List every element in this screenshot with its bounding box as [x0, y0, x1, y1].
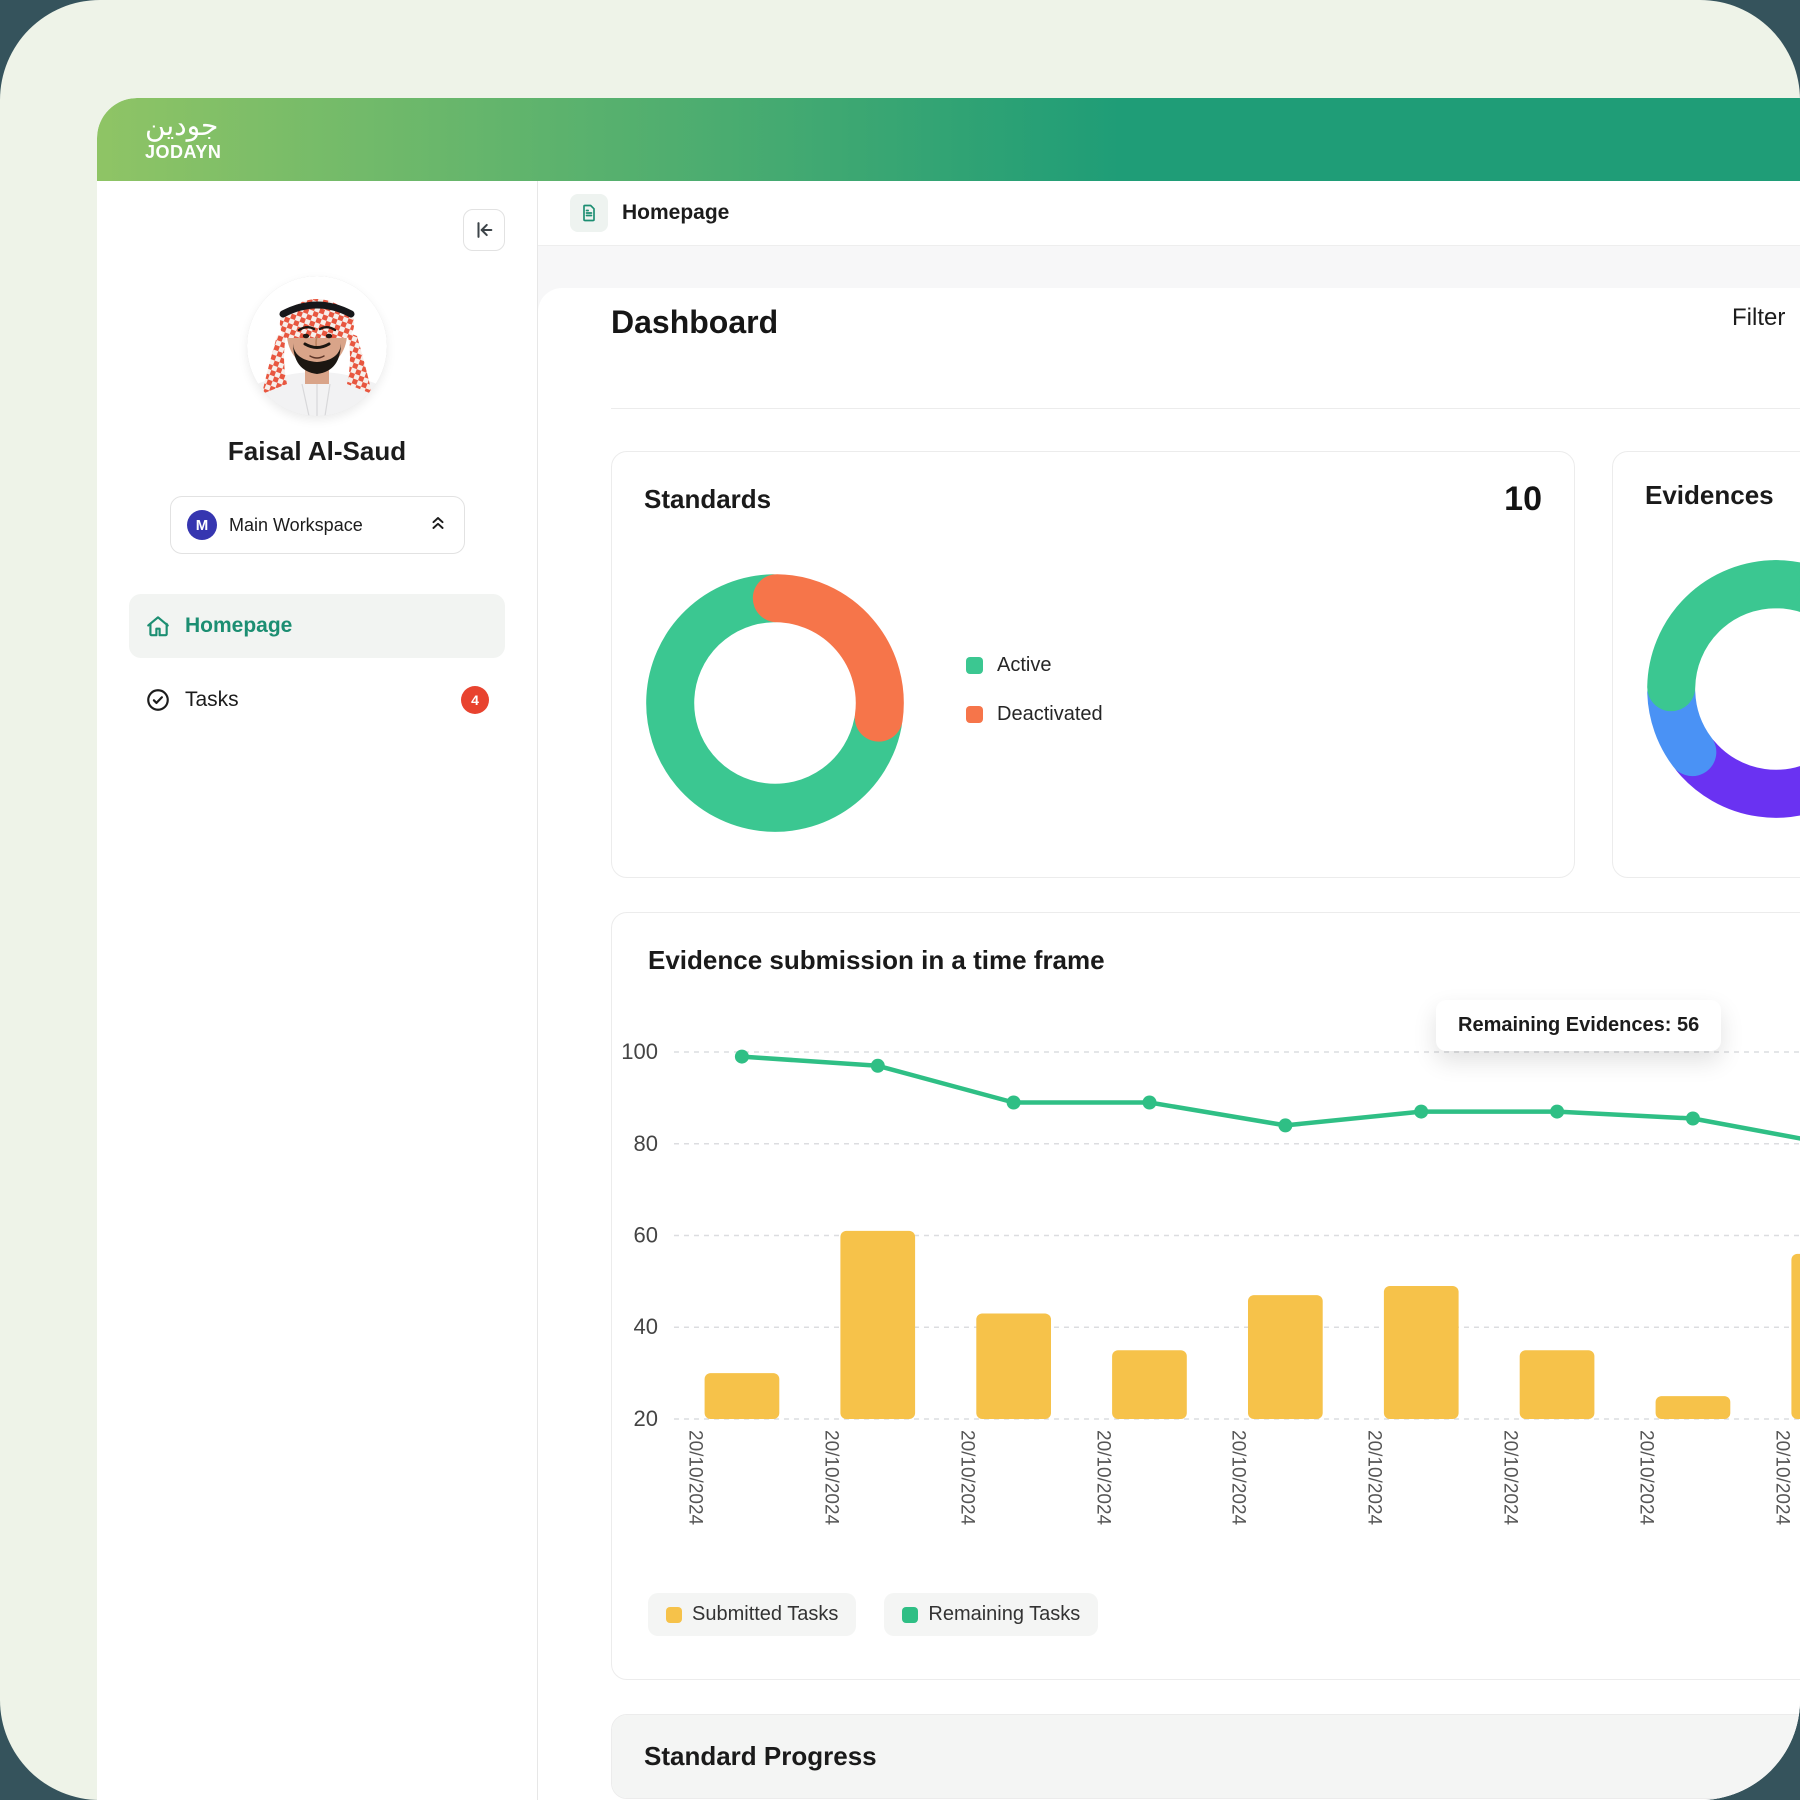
svg-text:80: 80 [634, 1131, 658, 1156]
svg-text:100: 100 [621, 1039, 658, 1064]
svg-text:60: 60 [634, 1223, 658, 1248]
svg-text:40: 40 [634, 1314, 658, 1339]
svg-text:20: 20 [634, 1406, 658, 1431]
